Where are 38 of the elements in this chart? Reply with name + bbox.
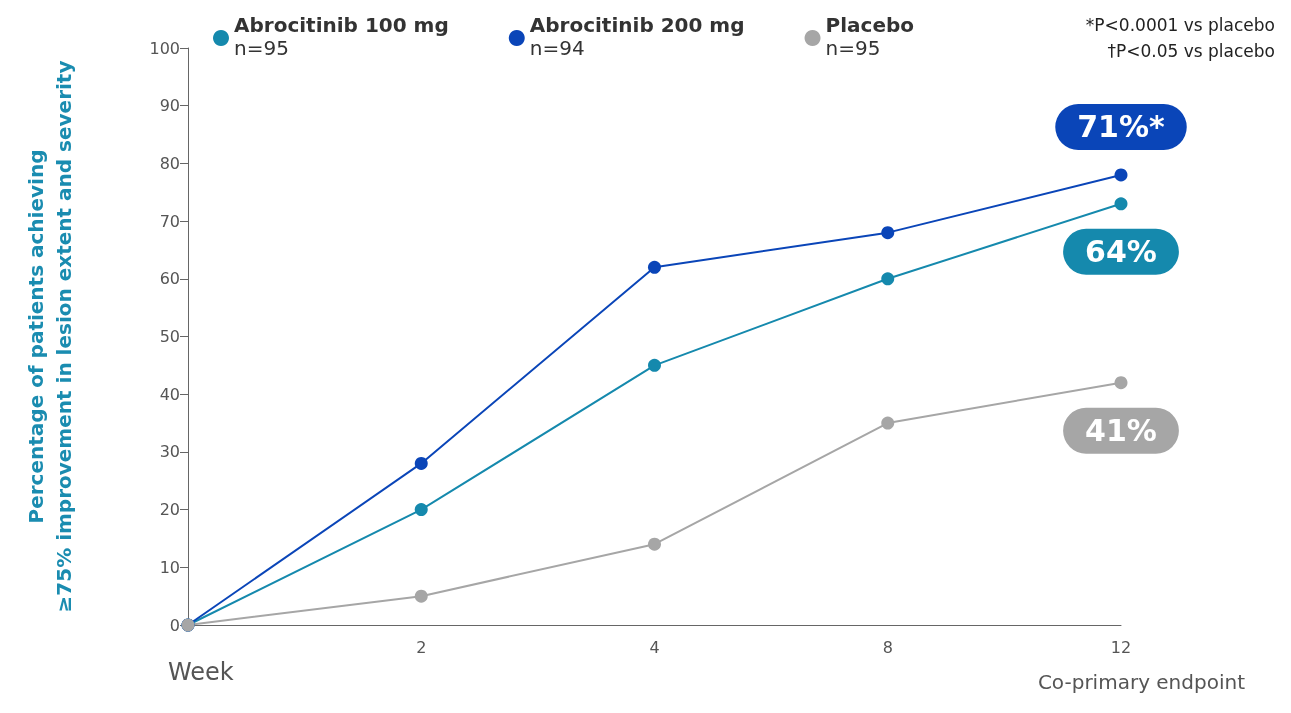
annotation: 64% — [1085, 234, 1157, 270]
y-tick-label: 40 — [159, 384, 180, 404]
text: Co-primary endpoint — [1037, 670, 1246, 694]
y-tick-label: 90 — [159, 96, 180, 116]
y-tick-label: 30 — [159, 442, 180, 462]
x-axis-title: Week — [168, 658, 234, 686]
x-tick-label: 4 — [649, 637, 660, 657]
y-axis-title: Percentage of patients achieving ≥75% improvement in lesion extent and severity — [24, 60, 76, 613]
annotation: 71%* — [1077, 109, 1166, 145]
y-tick-label: 80 — [159, 153, 180, 173]
point — [414, 456, 428, 470]
legend-label: Abrocitinib 200 mg n=94 — [529, 13, 745, 60]
y-tick-label: 70 — [159, 211, 180, 231]
y-tick-label: 60 — [159, 269, 180, 289]
y-tick-label: 10 — [159, 557, 180, 577]
annotation: 41% — [1085, 413, 1157, 449]
point — [881, 272, 895, 286]
y-tick-label: 20 — [159, 500, 180, 520]
y-tick-label: 50 — [159, 327, 180, 346]
legend-label: Placebo n=95 — [825, 13, 915, 60]
point — [1114, 168, 1128, 182]
y-tick-label: 0 — [169, 615, 180, 635]
point — [1114, 376, 1128, 390]
point — [648, 358, 661, 372]
x-tick-label: 8 — [882, 637, 893, 657]
point — [648, 260, 661, 274]
point — [881, 416, 895, 430]
x-tick-label: 12 — [1110, 637, 1132, 657]
text: *P<0.0001 vs placebo — [1085, 14, 1276, 35]
y-tick-label: 100 — [149, 38, 180, 58]
point — [648, 537, 661, 551]
x-tick-label: 2 — [416, 637, 427, 657]
legend-label: Abrocitinib 100 mg n=95 — [234, 13, 449, 60]
point — [881, 226, 895, 240]
annotation: †P<0.05 vs placebo — [1107, 40, 1276, 61]
point — [414, 503, 428, 517]
point — [414, 589, 428, 603]
point — [1114, 197, 1128, 211]
